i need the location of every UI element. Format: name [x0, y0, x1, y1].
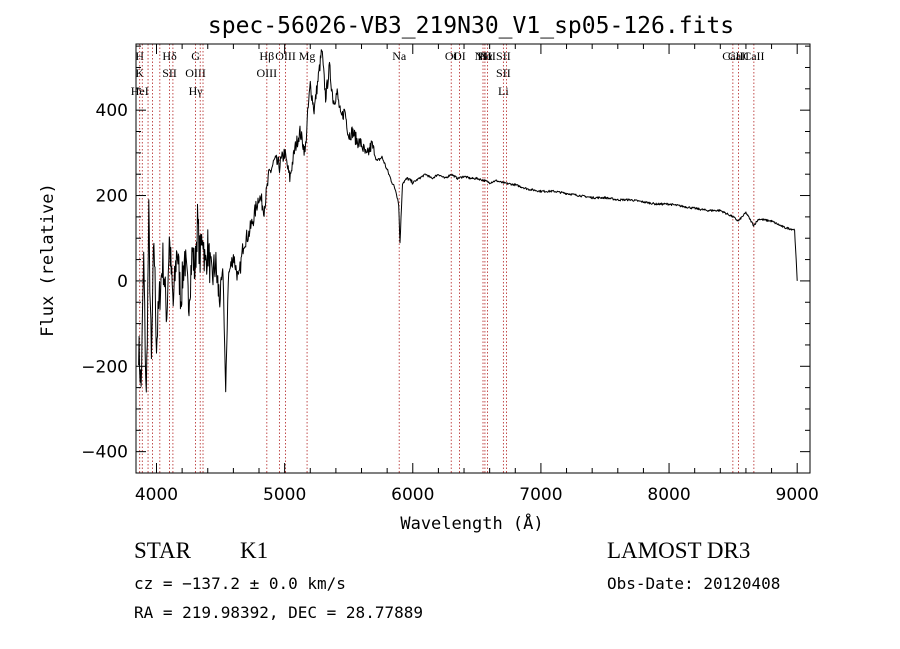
x-axis-label: Wavelength (Å) [400, 512, 543, 534]
spectral-line-label: H [135, 49, 144, 63]
y-tick-label: −400 [81, 443, 128, 463]
x-tick-label: 4000 [135, 485, 178, 505]
spectral-line-label: OIII [185, 66, 206, 80]
spectral-line-label: G [191, 49, 200, 63]
x-tick-label: 5000 [263, 485, 306, 505]
spectral-line-label: Hγ [189, 84, 204, 98]
spectral-line-label: CaII [728, 49, 749, 63]
x-tick-label: 9000 [776, 485, 819, 505]
spectral-line-label: Hβ [259, 49, 274, 63]
spectral-line-label: SII [162, 66, 177, 80]
observation-date: Obs-Date: 20120408 [607, 574, 781, 593]
plot-frame [135, 43, 811, 474]
x-tick-label: 7000 [519, 485, 562, 505]
spectral-line-label: OIII [275, 49, 296, 63]
flux-series [138, 49, 798, 393]
spectral-line-label: SII [496, 49, 511, 63]
y-tick-label: 400 [96, 101, 128, 121]
y-axis-label: Flux (relative) [38, 183, 58, 337]
y-tick-label: 0 [117, 272, 128, 292]
spectral-line-label: Mg [299, 49, 316, 63]
chart-title: spec-56026-VB3_219N30_V1_sp05-126.fits [208, 13, 734, 39]
y-axis-ticks: −400 −200 0 200 400 [81, 45, 810, 474]
spectral-line-label: NII [475, 49, 492, 63]
x-tick-label: 8000 [647, 485, 690, 505]
spectral-line-label: OI [445, 49, 458, 63]
object-subclass: K1 [240, 538, 269, 563]
flux-line [138, 49, 798, 393]
spectral-line-label: CaII [743, 49, 764, 63]
spectral-line-label: OIII [256, 66, 277, 80]
spectral-line-label: Hα [477, 49, 493, 63]
spectral-line-label: HeI [131, 84, 149, 98]
x-tick-label: 6000 [391, 485, 434, 505]
spectral-line-label: K [135, 66, 144, 80]
x-axis-ticks: 4000 5000 6000 7000 8000 9000 [135, 44, 819, 505]
y-tick-label: 200 [96, 187, 128, 207]
spectral-line-label: Hδ [162, 49, 177, 63]
survey-name: LAMOST DR3 [607, 538, 751, 563]
spectral-line-label: NII [479, 49, 496, 63]
redshift-cz: cz = −137.2 ± 0.0 km/s [134, 574, 346, 593]
spectral-line-label: SII [496, 66, 511, 80]
spectral-line-label: Li [498, 84, 509, 98]
object-class: STAR [134, 538, 191, 563]
spectral-line-label: OI [453, 49, 466, 63]
spectral-line-label: Na [392, 49, 407, 63]
y-tick-label: −200 [81, 357, 128, 377]
coordinates: RA = 219.98392, DEC = 28.77889 [134, 603, 423, 622]
